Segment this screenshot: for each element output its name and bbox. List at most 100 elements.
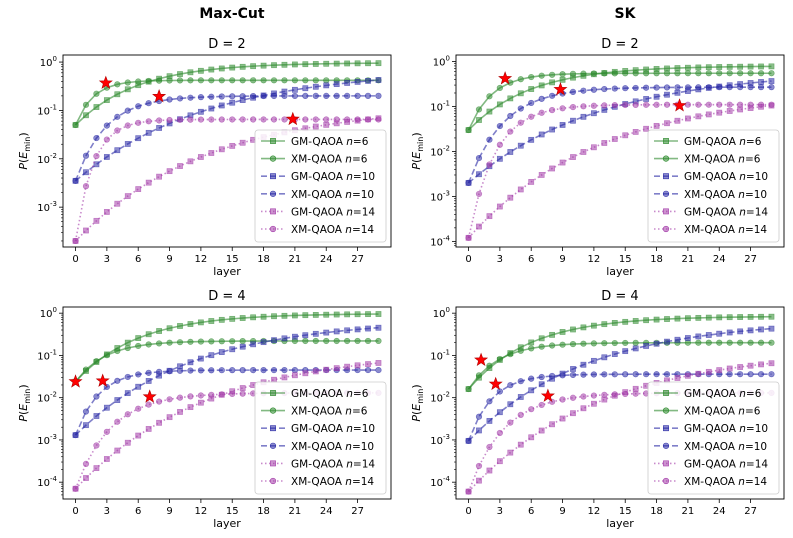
data-point-circle	[747, 339, 754, 346]
data-point-circle	[580, 103, 587, 110]
data-point-circle	[260, 366, 267, 374]
data-point-circle	[705, 101, 712, 108]
data-point-square	[197, 67, 204, 74]
star-marker	[95, 373, 110, 387]
data-point-square	[538, 381, 545, 388]
data-point-square	[291, 333, 298, 340]
data-point-square	[271, 337, 277, 344]
data-point-square	[281, 61, 288, 68]
series-xm-qaoa-n-6	[72, 337, 382, 385]
data-point-circle	[726, 84, 733, 91]
data-point-square	[664, 120, 670, 127]
data-point-square	[664, 338, 670, 345]
data-point-circle	[528, 73, 535, 81]
data-point-square	[538, 131, 545, 138]
data-point-circle	[486, 362, 493, 369]
legend-entry: XM-QAOA n=14	[261, 476, 374, 488]
panel-3: D = 4 0 3 6 9 12 15 18 21 24 27 layer 10-4 10-3 10-2 10…	[410, 289, 785, 530]
data-point-circle	[757, 101, 765, 108]
legend-label: XM-QAOA n=6	[684, 154, 761, 166]
data-point-square	[291, 372, 298, 379]
data-point-circle	[82, 152, 90, 159]
legend-label: XM-QAOA n=10	[684, 189, 767, 201]
data-point-square	[580, 113, 587, 120]
data-point-square	[549, 79, 556, 86]
column-title-maxcut: Max-Cut	[199, 6, 264, 22]
data-point-circle	[166, 96, 173, 103]
axes-frame	[62, 306, 392, 500]
data-point-circle	[197, 116, 204, 123]
data-point-circle	[611, 391, 618, 398]
data-point-square	[229, 346, 236, 353]
data-point-square	[768, 63, 775, 70]
legend-label: XM-QAOA n=14	[684, 224, 767, 236]
data-point-square	[218, 102, 225, 109]
data-point-circle	[197, 392, 204, 399]
x-tick-label: 21	[289, 506, 302, 517]
legend-marker-circle	[269, 190, 277, 197]
data-point-circle	[496, 122, 503, 130]
data-point-circle	[590, 70, 597, 77]
data-point-square	[580, 149, 587, 155]
data-point-circle	[569, 70, 577, 77]
data-point-square	[208, 352, 215, 359]
legend-entry: GM-QAOA n=6	[654, 388, 762, 400]
data-point-circle	[716, 339, 723, 346]
data-point-circle	[156, 368, 163, 375]
data-point-square	[250, 314, 257, 321]
axes-frame	[455, 306, 785, 500]
data-point-square	[177, 71, 183, 77]
y-tick-label: 10-4	[430, 475, 450, 489]
data-point-square	[653, 122, 660, 129]
data-point-square	[622, 318, 629, 325]
data-point-square	[135, 383, 142, 390]
data-point-circle	[643, 371, 650, 378]
panel-title: D = 2	[601, 37, 638, 52]
data-point-circle	[302, 92, 309, 100]
data-point-square	[570, 117, 576, 124]
series-line	[74, 62, 379, 126]
data-point-circle	[187, 77, 194, 84]
data-point-circle	[208, 77, 215, 84]
data-point-circle	[496, 388, 503, 395]
data-point-square	[476, 223, 482, 230]
data-point-circle	[135, 405, 142, 412]
data-point-square	[187, 69, 194, 76]
data-point-square	[507, 194, 514, 201]
data-point-circle	[622, 371, 629, 378]
data-point-square	[145, 179, 152, 186]
legend-entry: GM-QAOA n=6	[654, 136, 762, 148]
panel-title: D = 4	[601, 289, 638, 304]
data-point-square	[622, 348, 629, 355]
data-point-square	[218, 316, 225, 323]
data-point-circle	[486, 93, 493, 100]
x-tick-label: 0	[465, 506, 471, 517]
data-point-circle	[166, 396, 173, 403]
data-point-square	[145, 378, 152, 384]
data-point-circle	[663, 84, 671, 91]
data-point-circle	[229, 77, 236, 84]
data-point-circle	[239, 338, 246, 345]
data-point-square	[611, 136, 618, 142]
data-point-square	[239, 343, 246, 350]
data-point-square	[344, 60, 351, 67]
legend-box	[647, 129, 780, 243]
data-point-circle	[72, 237, 79, 245]
data-point-square	[114, 147, 121, 154]
data-point-circle	[705, 339, 712, 346]
data-point-circle	[145, 118, 152, 125]
y-tick-label: 10-4	[430, 234, 450, 248]
data-point-circle	[176, 95, 184, 102]
x-tick-label: 15	[226, 506, 239, 517]
panel-0: D = 2 0 3 6 9 12 15 18 21 24 27 layer 10-3 10-2 10-1 10…	[17, 37, 392, 278]
data-point-square	[580, 324, 587, 331]
data-point-circle	[250, 367, 257, 374]
data-point-circle	[312, 337, 319, 345]
x-tick-label: 18	[257, 254, 270, 265]
legend-label: GM-QAOA n=14	[291, 458, 375, 470]
star-marker	[488, 376, 503, 391]
data-point-circle	[611, 371, 618, 378]
data-point-square	[218, 65, 225, 72]
legend-entry: GM-QAOA n=10	[261, 171, 375, 183]
data-point-circle	[601, 85, 608, 93]
